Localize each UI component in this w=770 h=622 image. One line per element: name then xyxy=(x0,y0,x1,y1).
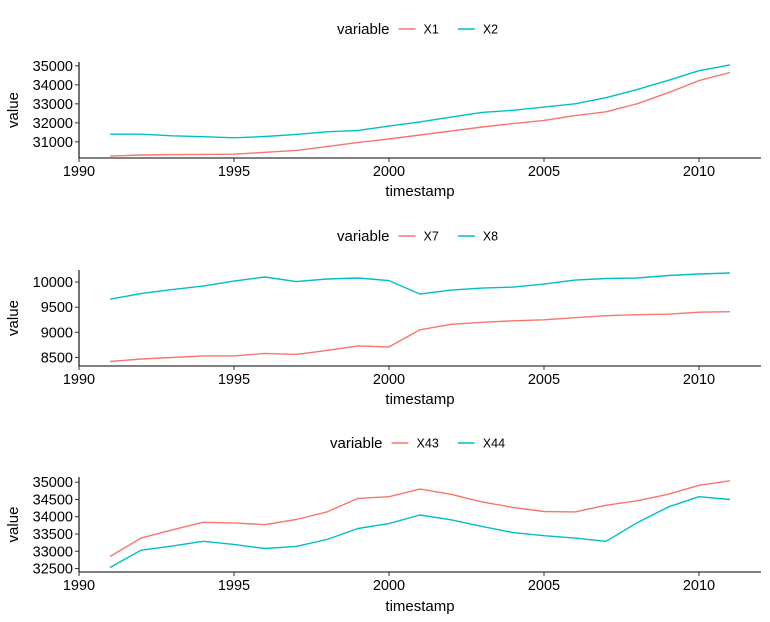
y-axis-title: value xyxy=(5,300,22,336)
x-tick-label: 2000 xyxy=(373,164,405,180)
y-axis-title: value xyxy=(5,92,22,128)
x-tick-label: 2010 xyxy=(683,372,715,388)
x-axis-title: timestamp xyxy=(385,598,454,615)
y-tick-label: 34000 xyxy=(33,78,73,94)
legend-label-x1: X1 xyxy=(424,23,439,37)
x-tick-label: 1990 xyxy=(63,372,95,388)
x-tick-label: 1990 xyxy=(63,164,95,180)
series-line-x1 xyxy=(109,71,731,157)
legend-label-x44: X44 xyxy=(483,437,505,451)
chart-panel-2: variable X7 X8 8500 9000 9500 10000 1990 1995 200… xyxy=(5,228,761,408)
legend-label-x8: X8 xyxy=(483,230,498,244)
x-tick-label: 2010 xyxy=(683,164,715,180)
legend: variable X43 X44 xyxy=(330,435,505,452)
legend-label-x43: X43 xyxy=(417,437,439,451)
x-tick-label: 2005 xyxy=(528,372,560,388)
y-tick-label: 33000 xyxy=(33,97,73,113)
legend: variable X1 X2 xyxy=(337,21,498,38)
y-tick-label: 33000 xyxy=(33,544,73,560)
y-tick-label: 34000 xyxy=(33,510,73,526)
series-line-x2 xyxy=(110,64,731,139)
x-tick-label: 2000 xyxy=(373,372,405,388)
y-tick-label: 33500 xyxy=(33,527,73,543)
legend-title: variable xyxy=(337,228,390,245)
series-line-x7 xyxy=(109,311,731,363)
legend-title: variable xyxy=(337,21,390,38)
x-tick-label: 2000 xyxy=(373,578,405,594)
x-axis-title: timestamp xyxy=(385,183,454,200)
chart-panel-1: variable X1 X2 31000 32000 33000 34000 35000 199… xyxy=(5,21,761,200)
y-tick-label: 10000 xyxy=(33,275,73,291)
x-tick-label: 2005 xyxy=(528,578,560,594)
x-tick-label: 1995 xyxy=(218,578,250,594)
x-axis-title: timestamp xyxy=(385,391,454,408)
series-line-x8 xyxy=(109,272,731,300)
x-tick-label: 2005 xyxy=(528,164,560,180)
y-tick-label: 9000 xyxy=(41,325,73,341)
x-tick-label: 1990 xyxy=(63,578,95,594)
y-tick-label: 34500 xyxy=(33,492,73,508)
y-tick-label: 35000 xyxy=(33,475,73,491)
y-tick-label: 35000 xyxy=(33,59,73,75)
y-tick-label: 32000 xyxy=(33,116,73,132)
y-tick-label: 9500 xyxy=(41,300,73,316)
legend-label-x2: X2 xyxy=(483,23,498,37)
y-axis-title: value xyxy=(5,507,22,543)
x-tick-label: 2010 xyxy=(683,578,715,594)
y-tick-label: 8500 xyxy=(41,350,73,366)
legend-label-x7: X7 xyxy=(424,230,439,244)
y-tick-label: 31000 xyxy=(33,135,73,151)
x-tick-label: 1995 xyxy=(218,372,250,388)
series-line-x44 xyxy=(109,496,731,569)
series-line-x43 xyxy=(109,480,731,558)
legend: variable X7 X8 xyxy=(337,228,498,245)
legend-title: variable xyxy=(330,435,383,452)
y-tick-label: 32500 xyxy=(33,562,73,578)
x-tick-label: 1995 xyxy=(218,164,250,180)
